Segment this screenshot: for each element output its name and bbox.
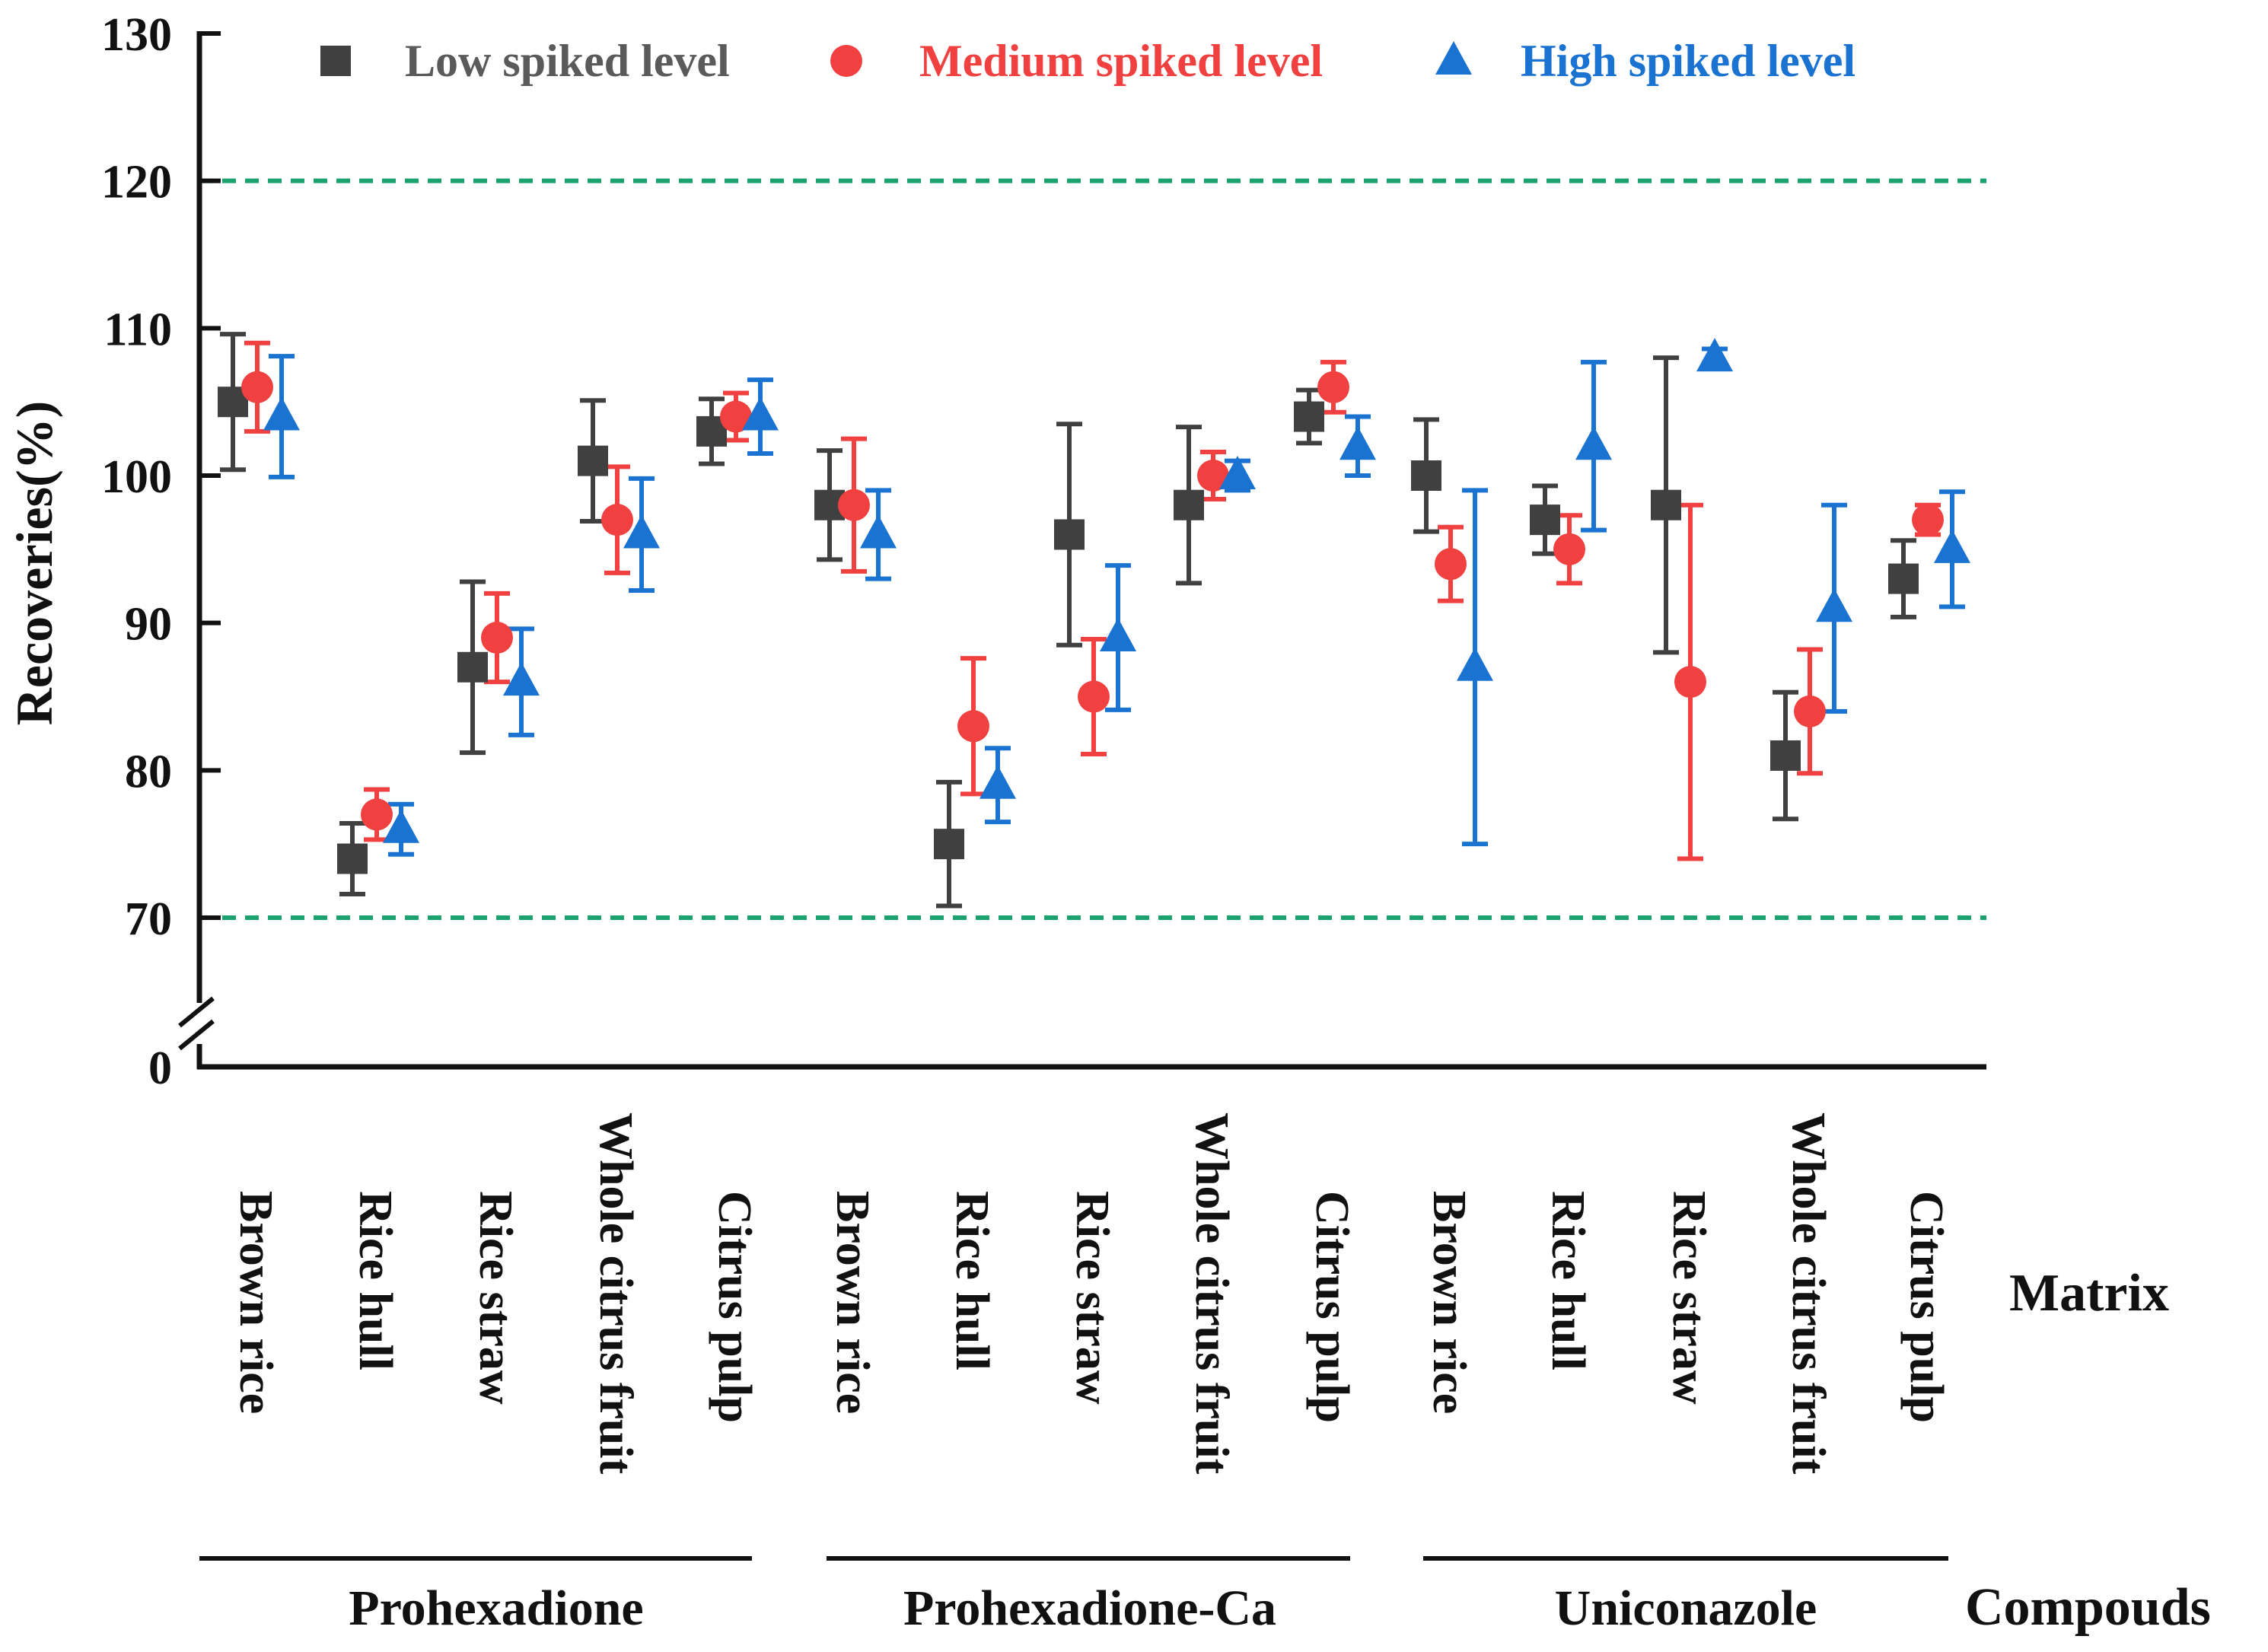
matrix-label: Brown rice: [827, 1191, 878, 1414]
data-point: [263, 396, 300, 431]
axis-break-mark: [178, 996, 215, 1028]
y-tick-label: 130: [101, 9, 172, 61]
data-point: [1816, 588, 1852, 622]
data-point: [1294, 401, 1324, 432]
compound-label: Prohexadione: [349, 1580, 643, 1636]
data-point: [1794, 695, 1826, 727]
data-point: [601, 504, 633, 536]
matrix-label: Rice straw: [1066, 1191, 1118, 1405]
data-point: [623, 514, 660, 549]
y-tick-label: 70: [125, 893, 172, 945]
compound-label: Prohexadione-Ca: [903, 1580, 1276, 1636]
data-point: [1197, 460, 1229, 492]
data-point: [503, 662, 540, 696]
matrix-label: Whole citrus fruit: [1186, 1112, 1238, 1475]
matrix-label: Rice hull: [349, 1191, 401, 1370]
data-point: [1435, 548, 1467, 581]
data-point: [980, 765, 1016, 799]
y-tick-label: 120: [101, 157, 172, 208]
data-point: [1553, 533, 1585, 565]
data-point: [1174, 489, 1204, 520]
matrix-label: Whole citrus fruit: [590, 1112, 642, 1475]
data-point: [838, 489, 870, 521]
data-point: [957, 710, 989, 743]
y-axis-label: Recoveries(%): [5, 401, 63, 726]
data-point: [383, 809, 419, 843]
matrix-label: Citrus pulp: [1900, 1191, 1952, 1423]
data-point: [742, 396, 779, 431]
reference-lines: [199, 178, 1986, 920]
compound-axis-label: Compouds: [1965, 1578, 2211, 1637]
matrix-axis-label: Matrix: [2009, 1264, 2169, 1323]
legend-marker: [320, 46, 351, 76]
data-point: [1054, 519, 1085, 550]
legend-label: High spiked level: [1521, 36, 1855, 86]
y-tick-label: 100: [101, 451, 172, 503]
data-point: [241, 371, 273, 403]
matrix-label: Rice hull: [1542, 1191, 1594, 1370]
data-point: [1770, 740, 1801, 771]
matrix-label: Brown rice: [1423, 1191, 1475, 1414]
data-point: [578, 445, 608, 476]
data-point: [1696, 338, 1733, 372]
data-point: [1317, 371, 1349, 403]
data-point: [1219, 456, 1256, 489]
data-point: [1575, 426, 1612, 460]
data-point: [337, 843, 368, 874]
data-point: [1411, 460, 1441, 491]
data-point: [1934, 529, 1970, 563]
matrix-label: Citrus pulp: [709, 1191, 760, 1423]
y-tick-label: 80: [125, 746, 172, 797]
data-point: [1339, 426, 1376, 460]
data-point: [1674, 666, 1706, 699]
data-point: [1651, 489, 1681, 520]
legend-marker: [1435, 41, 1472, 75]
data-point: [361, 798, 393, 831]
y-tick-label: 110: [104, 304, 172, 355]
error-bars: [220, 332, 1965, 909]
y-tick-label: 0: [148, 1042, 172, 1094]
matrix-label: Rice straw: [470, 1191, 521, 1405]
data-point: [1457, 647, 1493, 681]
data-point: [1530, 505, 1560, 536]
matrix-label: Rice straw: [1663, 1191, 1715, 1405]
data-point: [1912, 504, 1944, 536]
data-point: [481, 622, 513, 654]
compound-label: Uniconazole: [1555, 1580, 1817, 1636]
matrix-label: Whole citrus fruit: [1782, 1112, 1834, 1475]
data-point: [860, 514, 897, 549]
matrix-label: Brown rice: [230, 1191, 282, 1414]
data-point: [457, 651, 488, 683]
data-point: [934, 829, 964, 860]
data-point: [720, 400, 752, 433]
data-points: [218, 338, 1970, 874]
matrix-label: Rice hull: [946, 1191, 998, 1370]
legend-label: Low spiked level: [405, 36, 730, 86]
legend-label: Medium spiked level: [919, 36, 1323, 86]
data-point: [1888, 563, 1919, 594]
y-axis-ticks: 0 70 80 90 100 110 120 130: [101, 9, 221, 1094]
compound-groups: Prohexadione Prohexadione-Ca Uniconazole: [199, 1556, 1948, 1636]
matrix-labels: Brown rice Rice hull Rice straw Whole citru…: [230, 1112, 1952, 1475]
axes: [178, 31, 1986, 1070]
data-point: [1100, 618, 1136, 652]
axis-break-mark: [178, 1019, 215, 1051]
legend-marker: [830, 45, 862, 77]
legend: Low spiked level Medium spiked level High …: [320, 36, 1855, 86]
data-point: [1078, 680, 1110, 713]
y-tick-label: 90: [125, 599, 172, 651]
matrix-label: Citrus pulp: [1306, 1191, 1358, 1423]
